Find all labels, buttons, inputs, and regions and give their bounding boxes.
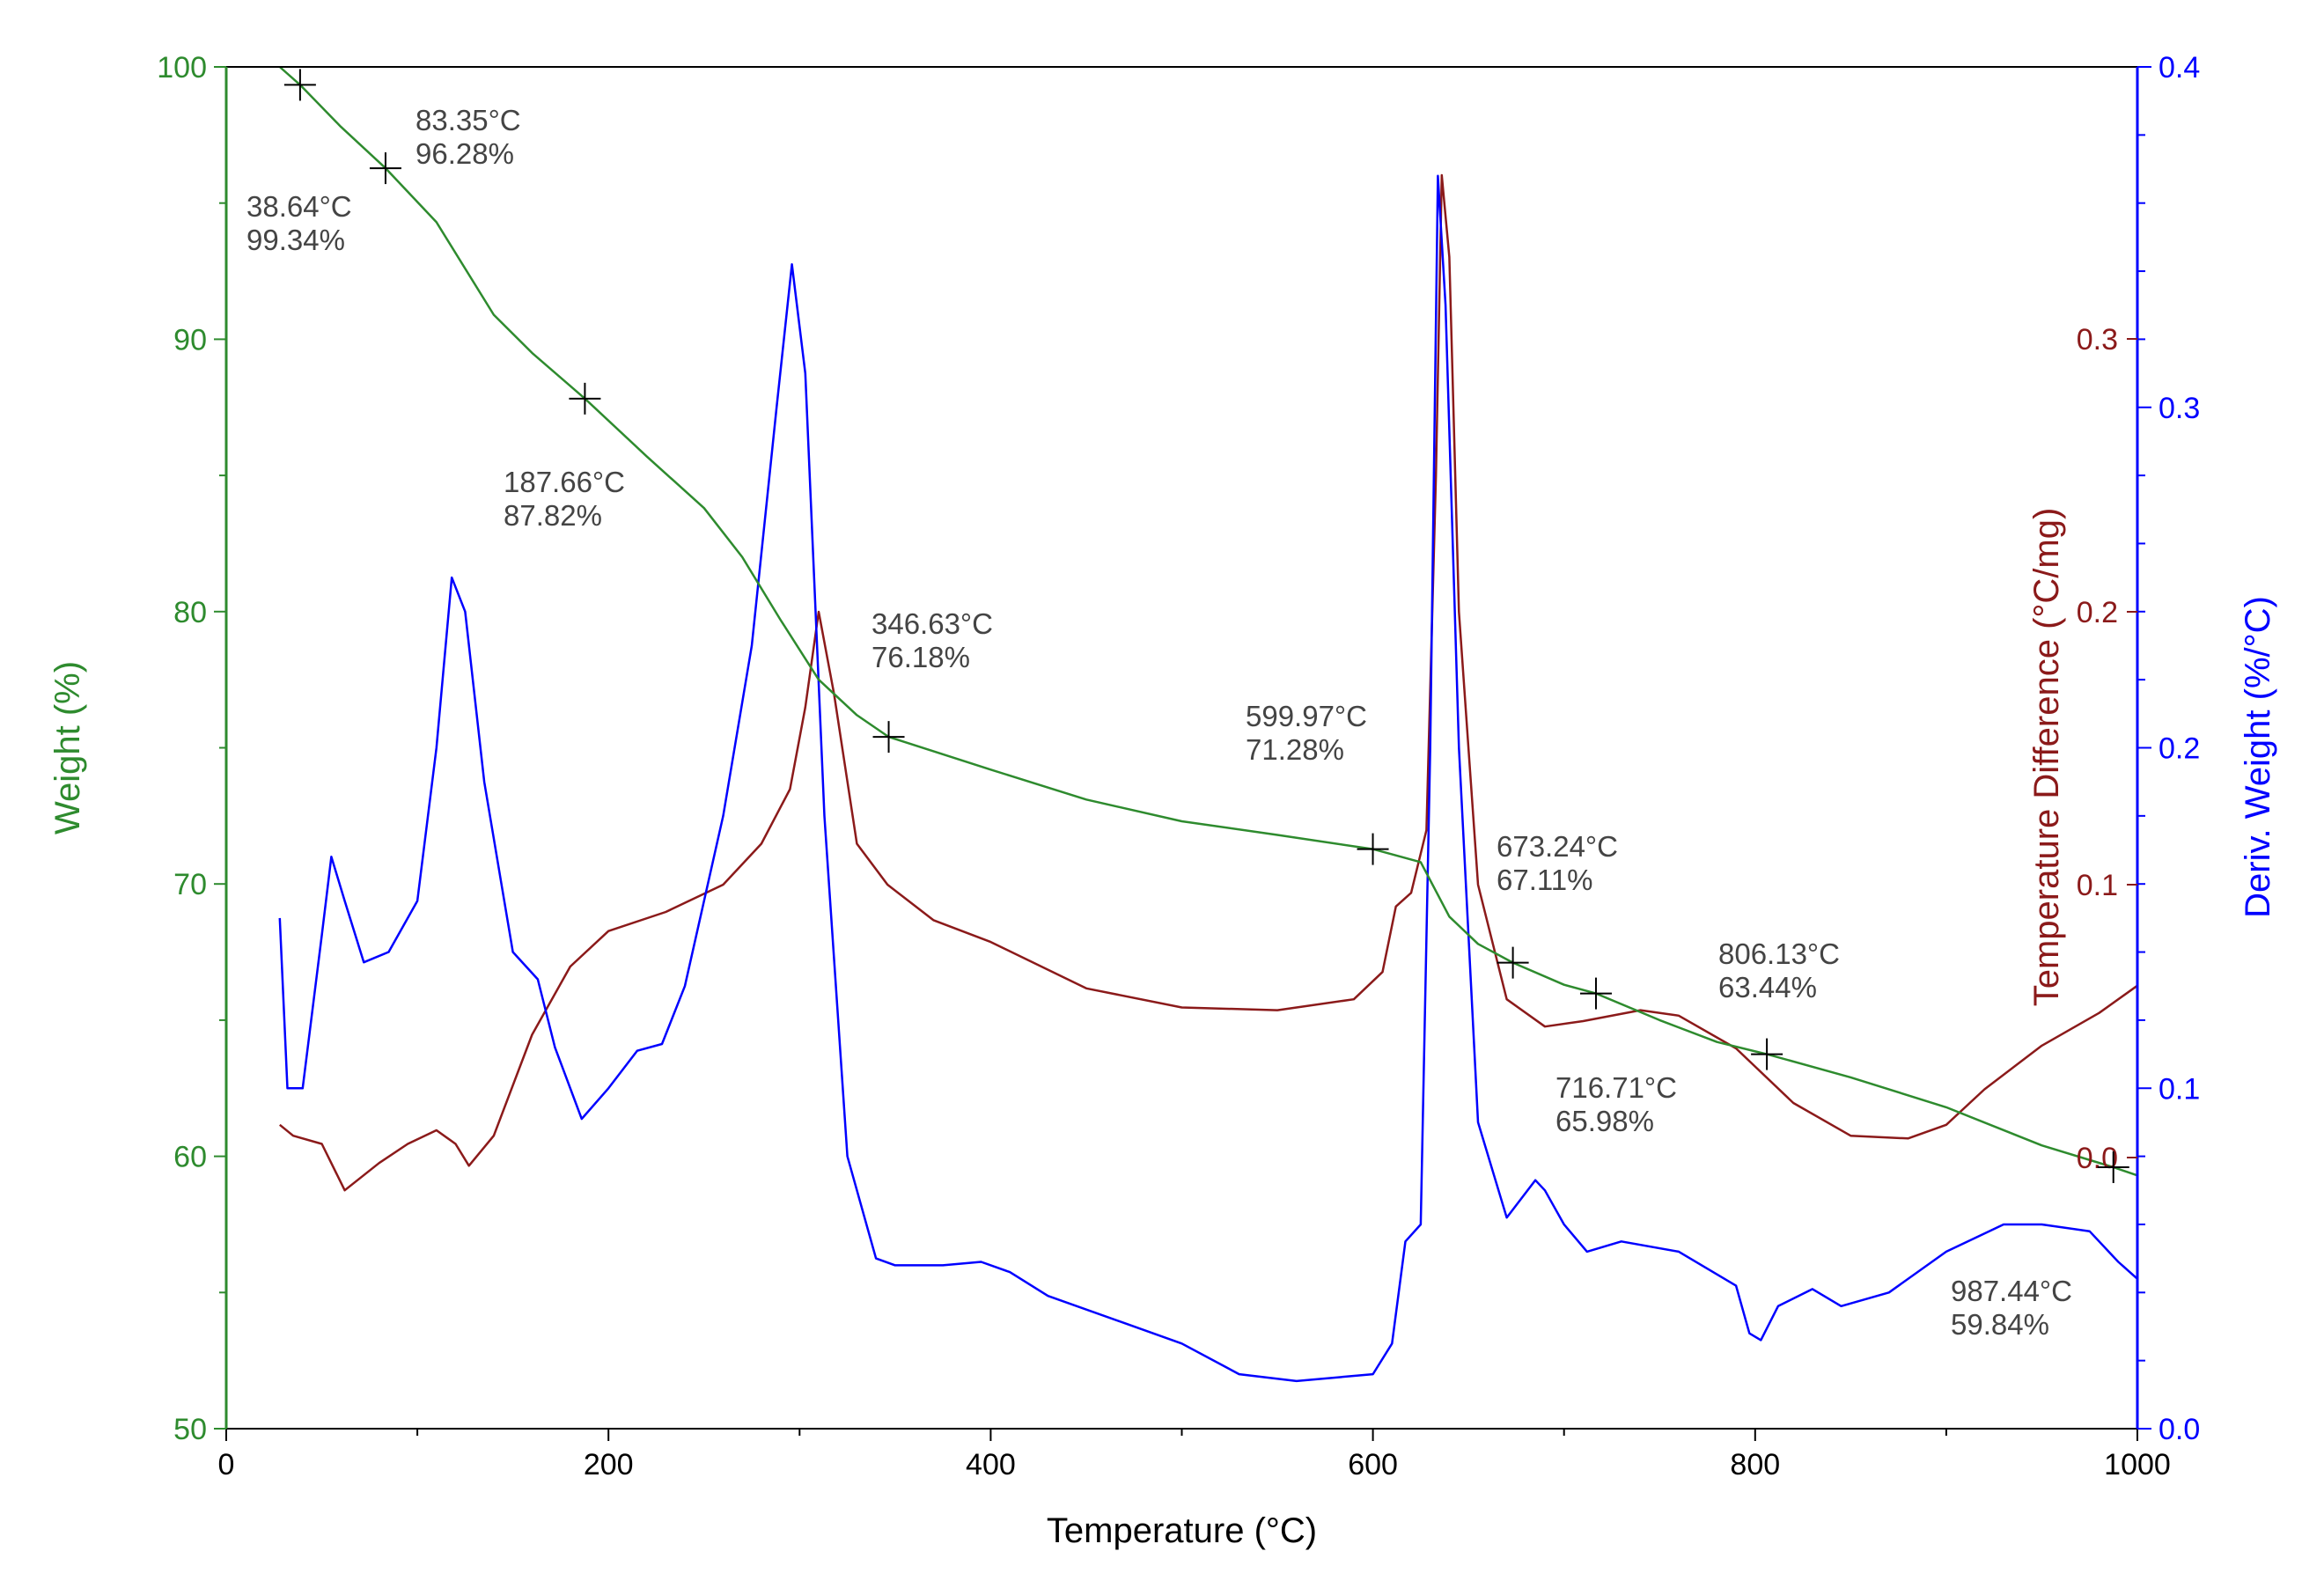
deriv-tick-label: 0.0 [2159,1413,2200,1446]
weight-tick-label: 90 [173,323,207,357]
annotation-temp: 806.13°C [1718,937,1840,970]
marker-8 [1751,1038,1783,1070]
temp-diff-tick-label: 0.0 [2077,1142,2118,1175]
annotation-weight: 71.28% [1246,733,1344,766]
annotation-weight: 59.84% [1951,1308,2049,1341]
annotation-temp: 716.71°C [1555,1071,1677,1104]
deriv-tick-label: 0.2 [2159,732,2200,766]
temperature-difference-curve [279,173,2138,1192]
annotation-temp: 187.66°C [504,466,625,498]
weight-axis-title: Weight (%) [48,661,87,834]
annotation-weight: 63.44% [1718,971,1817,1004]
axes-layer [224,66,2139,1430]
x-tick-label: 200 [584,1448,634,1481]
annotation-weight: 99.34% [246,224,345,256]
x-tick-label: 400 [966,1448,1016,1481]
marker-9 [2097,1151,2129,1183]
temp-diff-tick-label: 0.1 [2077,869,2118,902]
temp-diff-tick-label: 0.3 [2077,323,2118,357]
marker-6 [1497,946,1529,979]
weight-tick-label: 70 [173,868,207,901]
annotation-weight: 96.28% [416,137,514,170]
deriv-tick-label: 0.4 [2159,51,2200,85]
marker-7 [1579,977,1612,1010]
curve-layer [278,66,2138,1383]
marker-2 [369,152,401,185]
marker-4 [872,721,905,754]
x-tick-label: 1000 [2104,1448,2171,1481]
marker-5 [1357,833,1389,865]
marker-1 [283,69,316,101]
annotation-weight: 65.98% [1555,1105,1654,1137]
deriv-weight-axis-title: Deriv. Weight (%/°C) [2239,596,2277,918]
annotation-temp: 987.44°C [1951,1275,2072,1307]
annotation-weight: 87.82% [504,499,602,532]
temp-diff-tick-label: 0.2 [2077,596,2118,629]
tick-layer: 0 200 400 600 800 1000 50 60 70 80 90 100 0.0 0.1 0.2 0… [157,51,2200,1481]
annotation-temp: 346.63°C [872,607,993,640]
x-tick-label: 600 [1348,1448,1398,1481]
annotation-weight: 76.18% [872,641,970,673]
marker-3 [569,382,601,415]
annotation-layer: 38.64°C99.34% 83.35°C96.28% 187.66°C87.82%… [246,69,2129,1341]
weight-tick-label: 50 [173,1413,207,1446]
weight-tick-label: 60 [173,1141,207,1174]
annotation-temp: 599.97°C [1246,700,1367,732]
weight-tick-label: 80 [173,596,207,629]
annotation-temp: 673.24°C [1497,830,1618,863]
annotation-temp: 38.64°C [246,190,352,223]
x-tick-label: 800 [1730,1448,1780,1481]
weight-curve [278,66,2138,1177]
weight-tick-label: 100 [157,51,207,85]
temperature-difference-axis-title: Temperature Difference (°C/mg) [2027,508,2066,1007]
deriv-weight-curve [278,174,2138,1383]
annotation-weight: 67.11% [1497,864,1592,896]
annotation-temp: 83.35°C [416,104,521,136]
deriv-tick-label: 0.1 [2159,1072,2200,1106]
x-axis-title: Temperature (°C) [1047,1511,1317,1550]
x-tick-label: 0 [218,1448,235,1481]
deriv-tick-label: 0.3 [2159,392,2200,425]
